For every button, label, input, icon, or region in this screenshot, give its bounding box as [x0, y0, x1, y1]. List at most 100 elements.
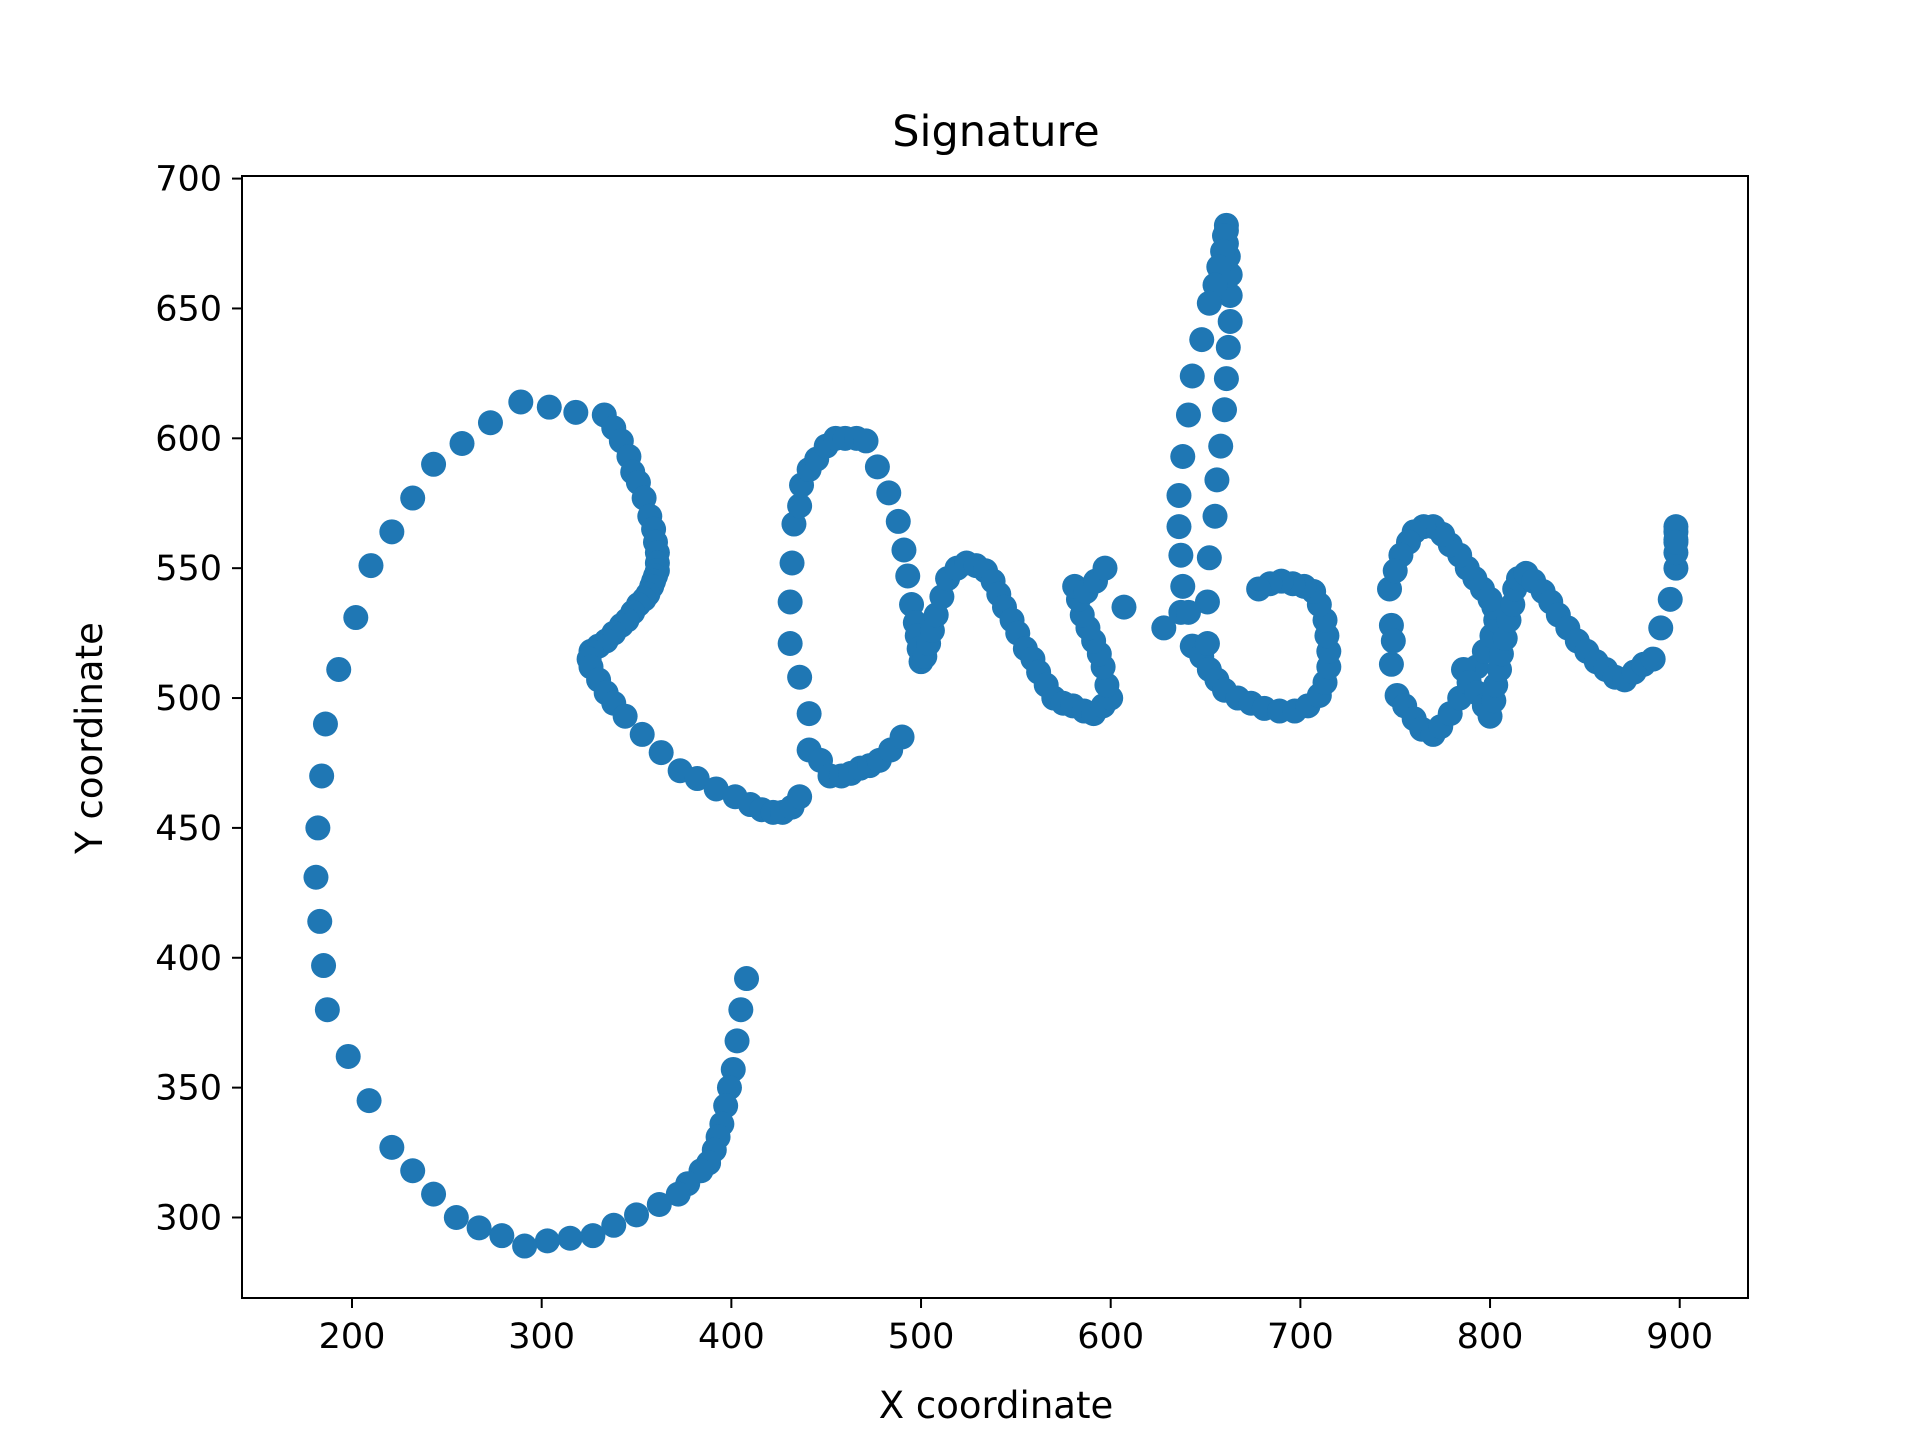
- x-tick-label: 800: [1457, 1317, 1524, 1357]
- x-tick-label: 200: [319, 1317, 386, 1357]
- data-point: [1380, 628, 1406, 654]
- data-point: [1378, 651, 1404, 677]
- data-point: [449, 431, 475, 457]
- data-point: [1196, 545, 1222, 571]
- data-point: [787, 493, 813, 519]
- data-point: [629, 721, 655, 747]
- data-point: [1194, 589, 1220, 615]
- data-point: [1208, 433, 1234, 459]
- data-point: [400, 1158, 426, 1184]
- plot-frame: [241, 175, 1749, 1299]
- data-point: [421, 1181, 447, 1207]
- data-point: [443, 1204, 469, 1230]
- data-point: [665, 1181, 691, 1207]
- y-tick-label: 650: [155, 289, 222, 329]
- data-point: [728, 997, 754, 1023]
- data-point: [1663, 529, 1689, 555]
- data-point: [379, 1134, 405, 1160]
- y-tick-label: 450: [155, 809, 222, 849]
- data-point: [1194, 631, 1220, 656]
- data-point: [1175, 599, 1201, 625]
- x-axis: 200 300 400 500 600 700 800 900: [319, 1298, 1713, 1357]
- data-point: [1170, 573, 1196, 599]
- data-point: [853, 428, 879, 454]
- data-point: [326, 656, 352, 682]
- data-point: [891, 537, 917, 563]
- data-point: [580, 1223, 606, 1249]
- data-point: [534, 1228, 560, 1254]
- data-point: [1202, 503, 1228, 529]
- data-point: [796, 701, 822, 727]
- data-point: [311, 953, 337, 979]
- data-point: [1168, 542, 1194, 568]
- data-point: [787, 664, 813, 690]
- data-point: [312, 711, 338, 737]
- data-point: [314, 997, 340, 1023]
- data-point: [1166, 514, 1192, 540]
- x-tick-label: 400: [698, 1317, 765, 1357]
- data-point: [1092, 555, 1118, 581]
- data-points: [303, 212, 1689, 1259]
- data-point: [624, 1202, 650, 1228]
- y-axis-label: Y coordinate: [68, 622, 111, 855]
- y-tick-label: 550: [155, 549, 222, 589]
- y-tick-label: 300: [155, 1198, 222, 1238]
- y-tick-label: 400: [155, 939, 222, 979]
- data-point: [1204, 467, 1230, 493]
- chart-title: Signature: [892, 107, 1099, 157]
- data-point: [536, 394, 562, 420]
- data-point: [343, 605, 369, 631]
- data-point: [612, 703, 638, 729]
- y-tick-label: 500: [155, 679, 222, 719]
- data-point: [864, 454, 890, 480]
- data-point: [356, 1088, 382, 1114]
- data-point: [512, 1233, 538, 1259]
- data-point: [1215, 334, 1241, 360]
- data-point: [1212, 397, 1238, 423]
- data-point: [703, 776, 729, 802]
- data-point: [885, 508, 911, 534]
- y-axis: 300 350 400 450 500 550 600 650 700: [155, 160, 242, 1238]
- data-point: [305, 815, 331, 841]
- data-point: [1175, 402, 1201, 428]
- data-point: [557, 1225, 583, 1251]
- data-point: [777, 589, 803, 615]
- data-point: [1382, 558, 1408, 584]
- data-point: [876, 480, 902, 506]
- data-point: [358, 553, 384, 579]
- data-point: [421, 451, 447, 477]
- y-tick-label: 700: [155, 160, 222, 200]
- data-point: [508, 389, 534, 415]
- data-point: [895, 563, 921, 589]
- data-point: [379, 519, 405, 545]
- data-point: [335, 1043, 361, 1069]
- data-point: [648, 740, 674, 766]
- data-point: [1166, 482, 1192, 508]
- data-point: [563, 399, 589, 425]
- x-tick-label: 600: [1077, 1317, 1144, 1357]
- y-tick-label: 350: [155, 1069, 222, 1109]
- data-point: [1170, 444, 1196, 469]
- data-point: [734, 966, 760, 992]
- data-point: [1217, 308, 1243, 334]
- x-tick-label: 300: [508, 1317, 575, 1357]
- data-point: [1640, 646, 1666, 672]
- data-point: [1657, 586, 1683, 612]
- x-tick-label: 700: [1267, 1317, 1334, 1357]
- plot-area: [241, 175, 1749, 1299]
- data-point: [646, 1192, 672, 1217]
- data-point: [779, 550, 805, 576]
- data-point: [1189, 327, 1215, 353]
- x-tick-label: 900: [1646, 1317, 1713, 1357]
- data-point: [889, 724, 915, 750]
- data-point: [489, 1223, 515, 1249]
- data-point: [684, 766, 710, 792]
- data-point: [1246, 576, 1272, 602]
- x-axis-label: X coordinate: [879, 1384, 1113, 1427]
- data-point: [400, 485, 426, 511]
- data-point: [601, 1212, 627, 1238]
- data-point: [1111, 594, 1137, 620]
- data-point: [724, 1028, 750, 1054]
